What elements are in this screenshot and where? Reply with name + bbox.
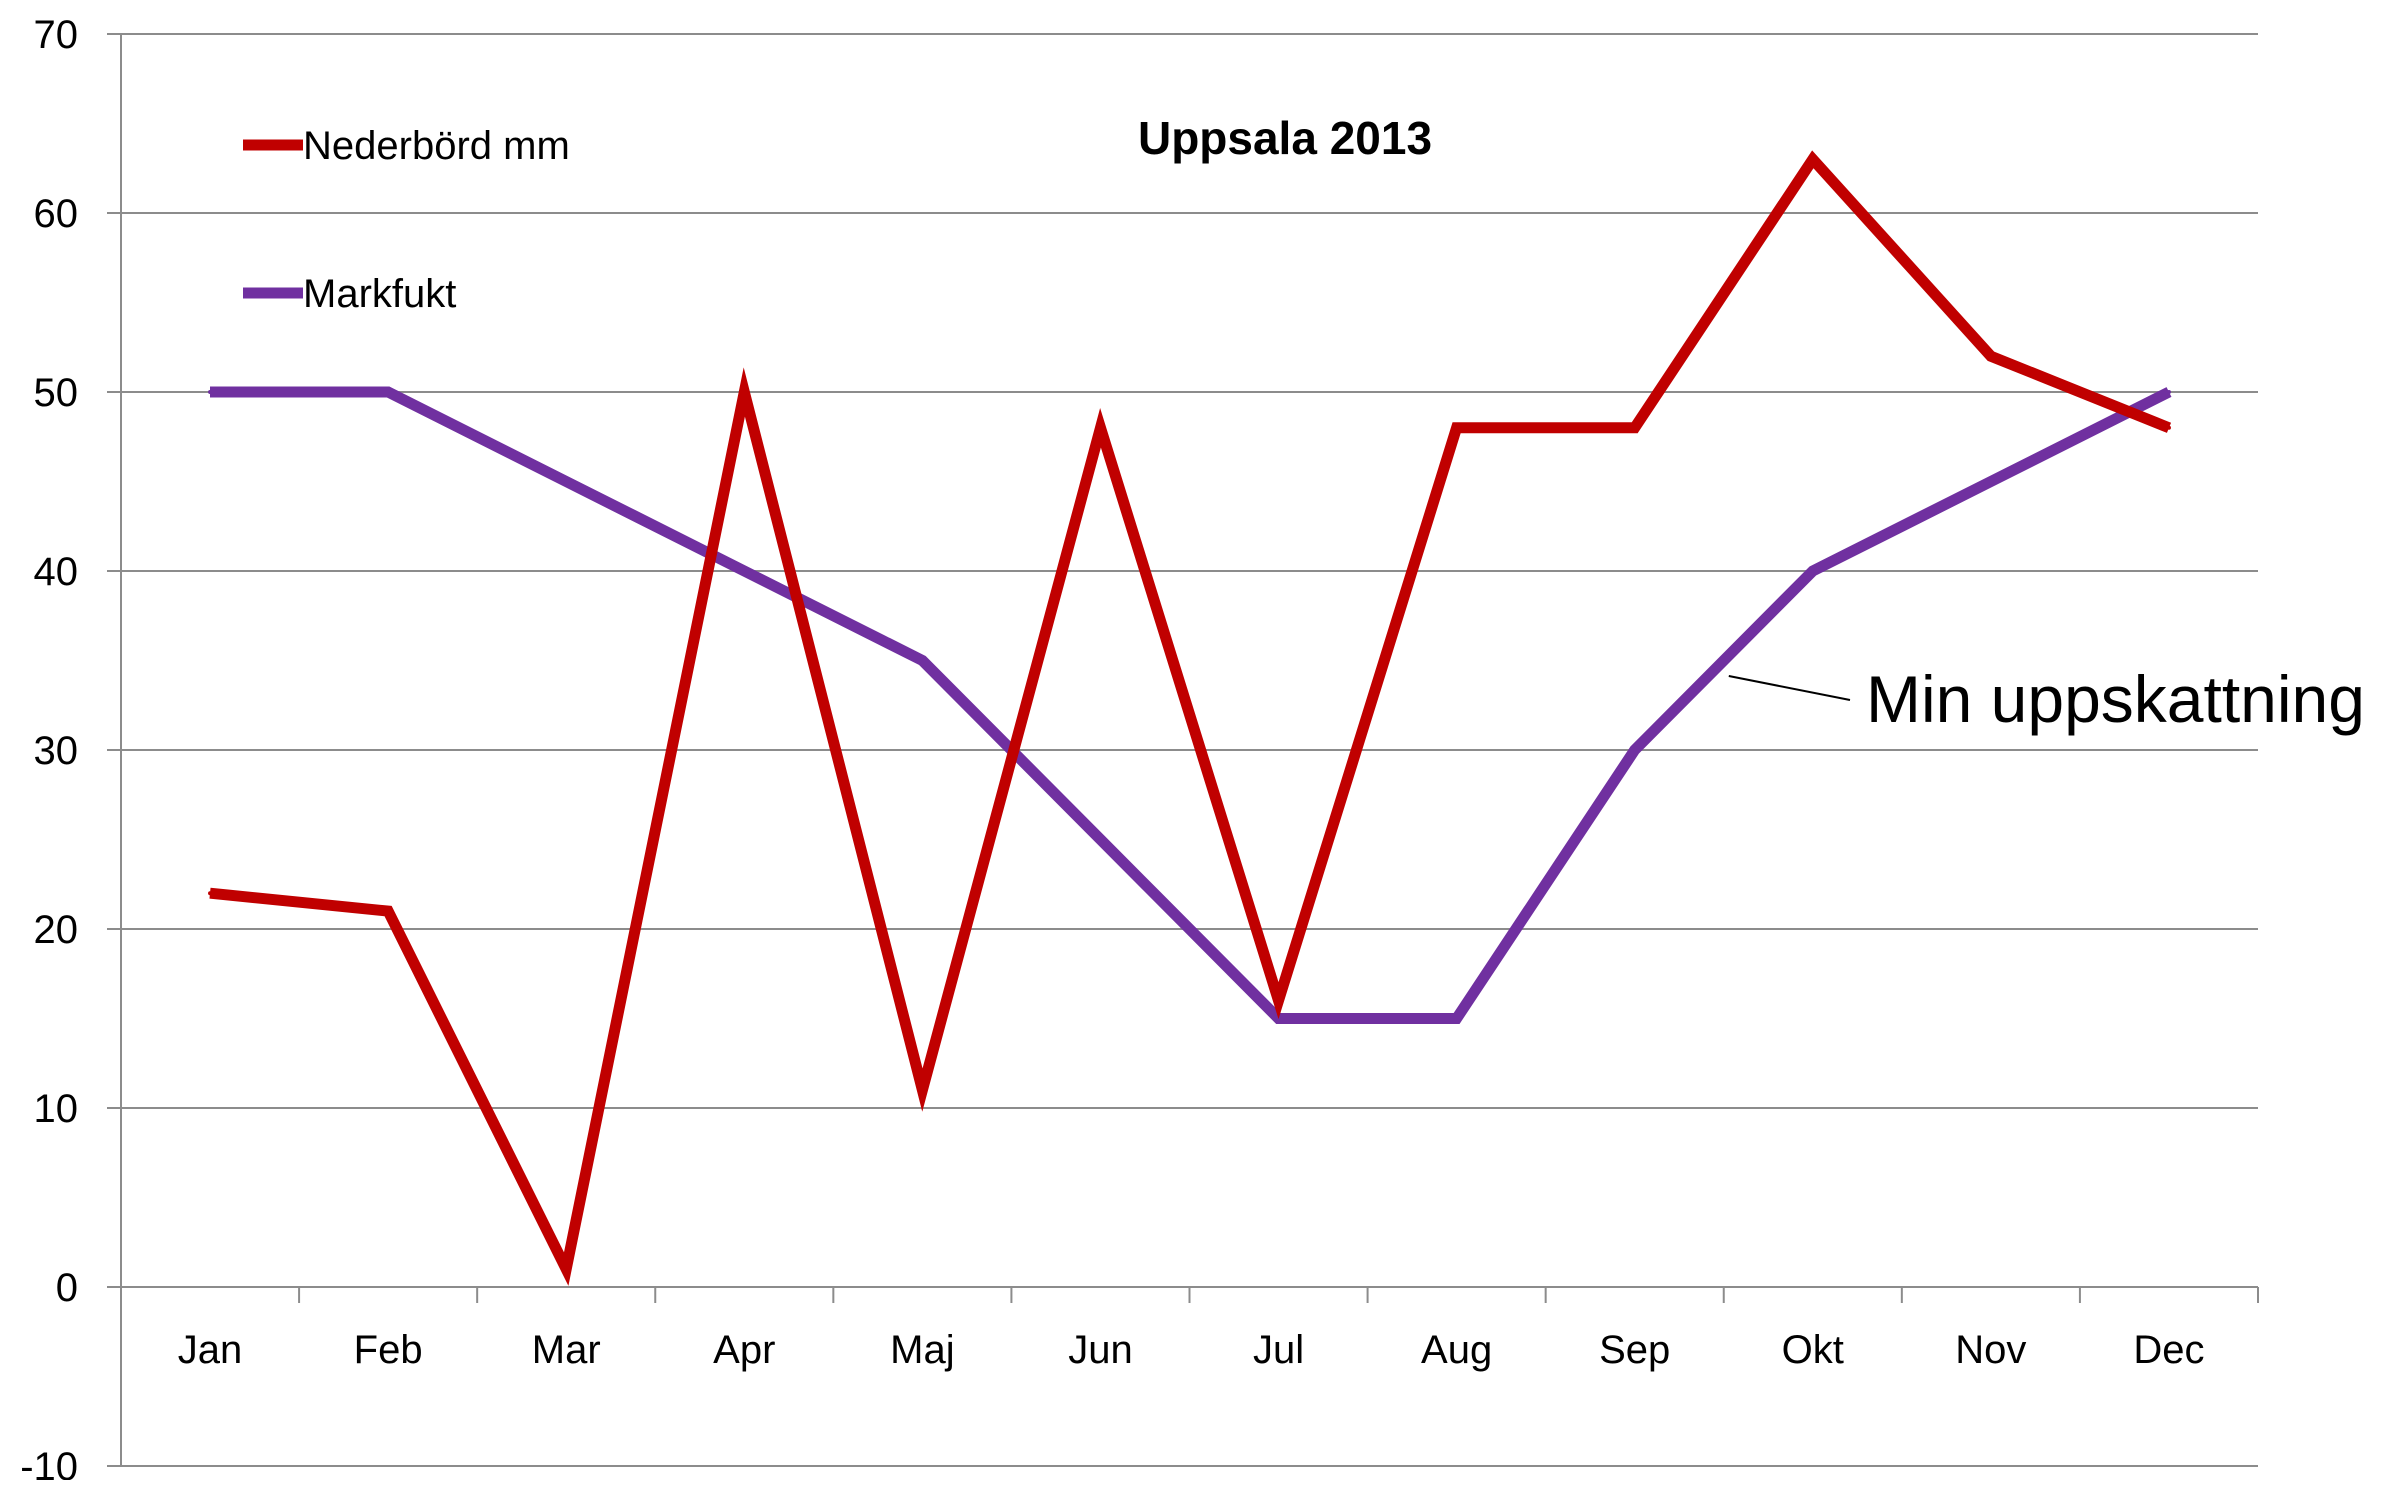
- annotation-label: Min uppskattning: [1866, 662, 2365, 736]
- data-point: [2166, 390, 2171, 394]
- y-tick-label: 40: [34, 550, 79, 594]
- x-tick-label: Maj: [890, 1328, 954, 1372]
- chart-title: Uppsala 2013: [1138, 112, 1432, 164]
- legend: Nederbörd mm Markfukt: [243, 124, 570, 316]
- data-point: [208, 390, 213, 394]
- data-point: [1098, 425, 1103, 430]
- axes: -10 0 10 20 30 40 50 60 70 Jan Feb Mar Apr Maj Jun Jul A…: [20, 13, 2259, 1485]
- series-lines: [208, 150, 2172, 1286]
- data-point: [920, 658, 925, 663]
- x-tick-label: Nov: [1955, 1328, 2026, 1372]
- data-point: [2166, 425, 2171, 430]
- data-point: [1454, 425, 1459, 430]
- y-tick-label: 10: [34, 1087, 79, 1131]
- data-point: [742, 390, 747, 394]
- y-tick-label: 70: [34, 13, 79, 57]
- x-tick-label: Jun: [1068, 1328, 1133, 1372]
- data-point: [386, 909, 391, 914]
- x-tick-label: Jul: [1253, 1328, 1304, 1372]
- y-tick-label: 20: [34, 908, 79, 952]
- data-point: [1988, 479, 1993, 484]
- legend-label: Markfukt: [303, 272, 456, 316]
- x-tick-label: Apr: [713, 1328, 775, 1372]
- x-tick-label: Mar: [532, 1328, 601, 1372]
- x-tick-label: Aug: [1421, 1328, 1492, 1372]
- data-point: [1988, 354, 1993, 359]
- x-tick-label: Okt: [1782, 1328, 1844, 1372]
- data-point: [1098, 837, 1103, 842]
- x-tick-label: Sep: [1599, 1328, 1670, 1372]
- data-point: [1454, 1016, 1459, 1021]
- data-point: [1276, 998, 1281, 1003]
- series-line-nederbord: [209, 150, 2172, 1286]
- data-point: [564, 1267, 569, 1272]
- data-point: [208, 891, 213, 896]
- y-tick-label: 50: [34, 371, 79, 415]
- x-tick-label: Jan: [178, 1328, 243, 1372]
- data-point: [386, 390, 391, 394]
- data-point: [1810, 569, 1815, 573]
- data-point: [1810, 157, 1815, 162]
- data-point: [920, 1088, 925, 1093]
- data-point: [1632, 748, 1637, 752]
- x-tick-label: Feb: [354, 1328, 423, 1372]
- y-tick-label: -10: [20, 1445, 78, 1480]
- data-point: [564, 479, 569, 484]
- annotation-leader-line: [1728, 675, 1851, 701]
- y-tick-label: 0: [56, 1266, 78, 1310]
- data-point: [742, 569, 747, 573]
- gridlines: [121, 33, 2258, 1467]
- series-line-markfukt: [210, 386, 2172, 1024]
- y-tick-label: 60: [34, 192, 79, 236]
- data-point: [1632, 425, 1637, 430]
- y-tick-label: 30: [34, 729, 79, 773]
- legend-label: Nederbörd mm: [303, 124, 570, 168]
- annotation: Min uppskattning: [1728, 662, 2365, 736]
- x-tick-label: Dec: [2133, 1328, 2204, 1372]
